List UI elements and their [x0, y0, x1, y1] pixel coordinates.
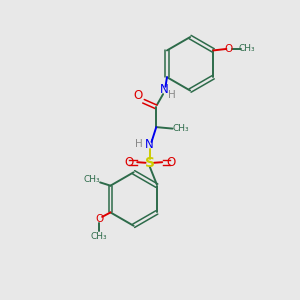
Text: O: O [124, 156, 134, 169]
Text: O: O [133, 89, 142, 102]
Text: O: O [166, 156, 175, 169]
Text: CH₃: CH₃ [83, 175, 100, 184]
Text: CH₃: CH₃ [91, 232, 107, 241]
Text: N: N [160, 83, 169, 96]
Text: H: H [168, 90, 176, 100]
Text: O: O [225, 44, 233, 54]
Text: N: N [145, 138, 154, 152]
Text: O: O [95, 214, 103, 224]
Text: CH₃: CH₃ [239, 44, 256, 53]
Text: H: H [135, 139, 143, 149]
Text: CH₃: CH₃ [172, 124, 189, 133]
Text: S: S [145, 156, 155, 170]
